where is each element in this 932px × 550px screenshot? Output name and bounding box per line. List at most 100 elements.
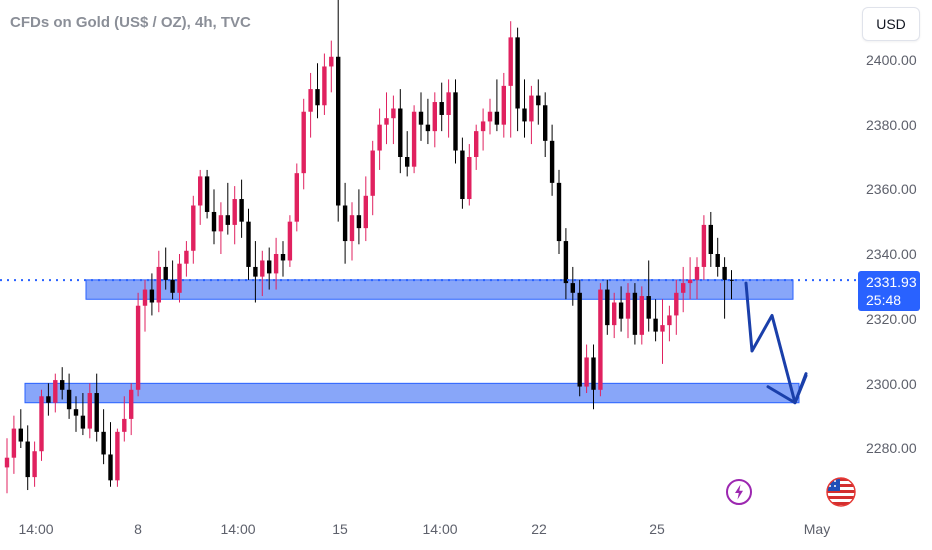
candle-body	[267, 260, 272, 274]
candle-body	[667, 315, 672, 326]
currency-button[interactable]: USD	[862, 7, 920, 41]
candle-body	[729, 279, 734, 281]
candle-body	[701, 224, 707, 267]
candle-body	[191, 205, 196, 251]
candle-body	[460, 150, 465, 200]
candle-body	[60, 380, 65, 390]
candle-body	[480, 121, 486, 132]
last-price-tag: 2331.93 25:48	[858, 271, 920, 311]
candle-body	[625, 292, 631, 319]
candle-body	[18, 428, 23, 442]
candle-body	[570, 283, 575, 293]
candle-body	[115, 431, 120, 481]
price-label: 2360.00	[866, 181, 917, 197]
candle-body	[315, 89, 320, 106]
time-label: 8	[134, 521, 142, 537]
candle-body	[294, 173, 299, 222]
candle-body	[632, 292, 638, 335]
candle-body	[446, 92, 451, 115]
projection-arrowhead	[766, 374, 808, 405]
candle-body	[198, 176, 203, 206]
candle-body	[322, 66, 327, 106]
candle-body	[563, 241, 569, 284]
candle-body	[591, 357, 596, 390]
candle-body	[135, 305, 141, 390]
candle-body	[501, 85, 506, 125]
candle-body	[487, 111, 493, 122]
candle-body	[4, 457, 10, 468]
candle-body	[439, 102, 444, 115]
candle-body	[467, 157, 472, 200]
candle-body	[184, 250, 189, 264]
us-flag-icon[interactable]	[826, 477, 856, 507]
candle-body	[273, 254, 279, 274]
candle-body	[108, 454, 113, 481]
candle-body	[598, 289, 603, 390]
candle-body	[301, 111, 306, 174]
time-label: 25	[649, 521, 665, 537]
chart-title: CFDs on Gold (US$ / OZ), 4h, TVC	[10, 14, 251, 31]
candle-body	[536, 95, 541, 106]
time-label: 14:00	[18, 521, 54, 537]
candle-body	[11, 428, 17, 458]
candle-body	[142, 289, 148, 306]
candle-body	[398, 108, 403, 157]
candle-body	[211, 211, 217, 232]
candle-body	[156, 266, 161, 303]
candle-body	[543, 105, 548, 141]
candle-body	[674, 292, 679, 316]
time-label: 22	[531, 521, 547, 537]
candle-body	[377, 124, 382, 151]
candle-body	[715, 254, 720, 267]
candle-body	[425, 124, 431, 132]
candle-body	[46, 396, 51, 403]
candle-body	[232, 199, 237, 225]
price-label: 2280.00	[866, 440, 917, 456]
time-label: May	[803, 521, 831, 537]
candle-body	[577, 292, 582, 387]
candle-body	[336, 56, 341, 206]
candle-body	[694, 266, 700, 280]
candle-body	[529, 95, 534, 122]
candle-body	[411, 111, 417, 167]
candle-body	[349, 215, 355, 242]
candle-body	[474, 131, 479, 157]
candle-body	[687, 279, 693, 284]
time-label: 14:00	[422, 521, 458, 537]
price-label: 2400.00	[866, 52, 917, 68]
candle-body	[177, 263, 182, 293]
candle-body	[66, 389, 72, 410]
candle-body	[653, 318, 658, 332]
candle-body	[39, 396, 44, 452]
bar-countdown: 25:48	[866, 292, 902, 308]
candle-body	[94, 393, 99, 432]
candle-body	[308, 89, 313, 112]
candle-body	[280, 254, 286, 261]
candle-body	[342, 205, 348, 242]
candle-body	[87, 393, 92, 429]
candle-body	[73, 409, 79, 416]
candle-body	[556, 182, 562, 242]
price-label: 2380.00	[866, 117, 917, 133]
candle-body	[218, 215, 224, 232]
candle-body	[204, 176, 210, 212]
candle-body	[384, 118, 389, 125]
candle-body	[508, 37, 513, 86]
candle-body	[618, 302, 624, 319]
candle-body	[370, 150, 375, 196]
candle-body	[287, 221, 293, 261]
support-zone	[24, 382, 800, 404]
candle-body	[405, 157, 410, 167]
lightning-icon[interactable]	[726, 479, 752, 505]
candle-body	[129, 389, 134, 419]
candle-body	[260, 260, 265, 277]
candle-body	[253, 266, 258, 277]
candle-body	[515, 37, 520, 109]
last-price-value: 2331.93	[866, 274, 917, 290]
candle-body	[149, 289, 155, 303]
candle-body	[639, 296, 644, 335]
candle-body	[391, 108, 396, 119]
candle-body	[170, 279, 175, 293]
